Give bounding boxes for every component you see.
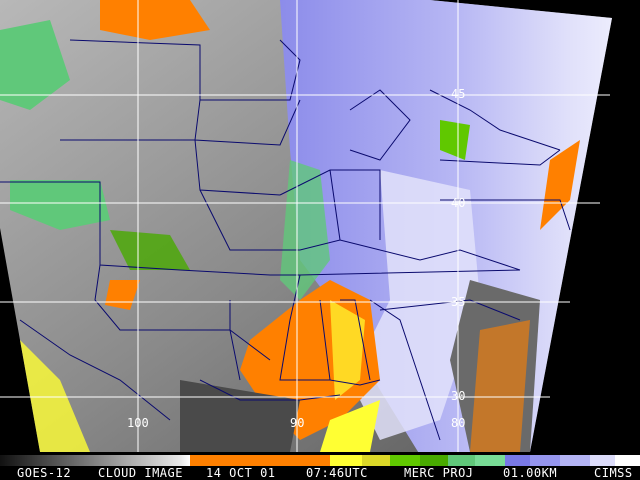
lon-label-80: 80 <box>451 416 466 430</box>
lat-label-45: 45 <box>451 87 466 101</box>
green-cloud-ne <box>440 120 470 160</box>
green-cloud-west <box>10 180 110 230</box>
green-cloud-valley <box>280 160 330 300</box>
projection: MERC PROJ <box>404 466 474 480</box>
colorbar-swatch <box>530 455 560 467</box>
gulf-water <box>180 380 300 452</box>
yellow-cloud-sw <box>20 340 90 452</box>
credit: CIMSS <box>594 466 633 480</box>
colorbar-swatch <box>590 455 615 467</box>
low-cloud-east <box>470 320 530 452</box>
satellite-name: GOES-12 <box>17 466 72 480</box>
resolution: 01.00KM <box>503 466 558 480</box>
thick-cloud-band <box>350 170 480 440</box>
lon-label-90: 90 <box>290 416 305 430</box>
low-cloud-north <box>100 0 210 40</box>
colorbar-swatch <box>560 455 590 467</box>
satellite-map <box>0 0 612 452</box>
image-date: 14 OCT 01 <box>206 466 276 480</box>
colorbar-swatch <box>330 455 362 467</box>
image-time: 07:46UTC <box>306 466 368 480</box>
lat-label-40: 40 <box>451 196 466 210</box>
colorbar-swatch <box>475 455 505 467</box>
green-cloud-nw <box>0 20 70 110</box>
low-cloud-atlantic <box>540 140 580 230</box>
colorbar-swatch <box>448 455 475 467</box>
colorbar-swatch <box>190 455 330 467</box>
green-cloud-central <box>110 230 190 270</box>
yellow-cloud-gulf <box>320 400 380 452</box>
lat-lon-grid <box>0 0 610 452</box>
state-borders <box>0 39 571 441</box>
colorbar-gray-ramp <box>0 455 190 467</box>
colorbar-swatch <box>420 455 448 467</box>
colorbar-swatch <box>505 455 530 467</box>
colorbar-swatch <box>390 455 420 467</box>
lat-label-35: 35 <box>451 295 466 309</box>
colorbar-swatch <box>362 455 390 467</box>
imagery <box>0 0 612 452</box>
color-scale-bar <box>0 455 640 467</box>
caption-bar: GOES-12 CLOUD IMAGE 14 OCT 01 07:46UTC M… <box>0 466 640 480</box>
product-name: CLOUD IMAGE <box>98 466 183 480</box>
yellow-cloud <box>330 300 365 400</box>
colorbar-swatch <box>615 455 640 467</box>
lat-label-30: 30 <box>451 389 466 403</box>
lon-label-100: 100 <box>127 416 149 430</box>
